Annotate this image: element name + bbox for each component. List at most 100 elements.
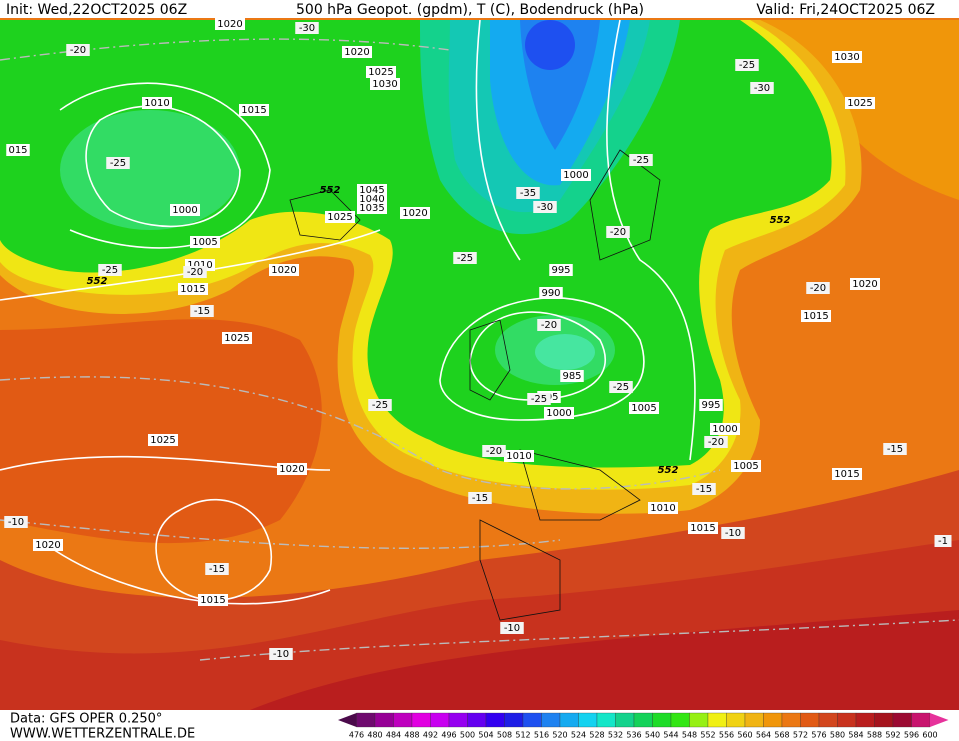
label-box bbox=[215, 18, 245, 30]
label-box bbox=[629, 154, 653, 166]
label-box bbox=[648, 502, 678, 514]
legend-label: 536 bbox=[626, 731, 641, 740]
label-box bbox=[222, 332, 252, 344]
label-box bbox=[560, 370, 584, 382]
isobar-label: 1035 bbox=[359, 203, 384, 214]
legend-swatch bbox=[448, 712, 468, 728]
height-label: 552 bbox=[770, 215, 791, 226]
isobar-label: 1020 bbox=[344, 47, 369, 58]
label-box bbox=[4, 516, 28, 528]
label-box bbox=[142, 97, 172, 109]
label-box bbox=[342, 46, 372, 58]
label-box bbox=[170, 204, 200, 216]
label-box bbox=[806, 282, 830, 294]
label-box bbox=[190, 305, 214, 317]
site-name: WWW.WETTERZENTRALE.DE bbox=[10, 727, 195, 741]
label-box bbox=[527, 393, 551, 405]
legend-swatch bbox=[393, 712, 413, 728]
temperature-label: -35 bbox=[520, 188, 536, 199]
legend-swatch bbox=[837, 712, 857, 728]
label-box bbox=[606, 226, 630, 238]
isobar-label: 990 bbox=[541, 288, 560, 299]
label-box bbox=[33, 539, 63, 551]
isobar-label: 1010 bbox=[650, 503, 675, 514]
legend-swatch bbox=[356, 712, 376, 728]
legend-label: 524 bbox=[571, 731, 586, 740]
label-box bbox=[699, 399, 723, 411]
legend-label: 588 bbox=[867, 731, 882, 740]
legend-swatch bbox=[541, 712, 561, 728]
legend-swatch bbox=[670, 712, 690, 728]
isobar-label: 1000 bbox=[712, 424, 737, 435]
label-box bbox=[704, 436, 728, 448]
label-box bbox=[832, 468, 862, 480]
label-box bbox=[269, 264, 299, 276]
label-box bbox=[533, 201, 557, 213]
label-box bbox=[190, 236, 220, 248]
temperature-label: -10 bbox=[273, 649, 289, 660]
label-box bbox=[549, 264, 573, 276]
height-label: 552 bbox=[320, 185, 341, 196]
label-box bbox=[368, 399, 392, 411]
legend-label: 508 bbox=[497, 731, 512, 740]
legend-label: 596 bbox=[904, 731, 919, 740]
isobar-label: 995 bbox=[701, 400, 720, 411]
isobar-label: 1025 bbox=[368, 67, 393, 78]
legend-label: 516 bbox=[534, 731, 549, 740]
legend-label: 544 bbox=[663, 731, 678, 740]
temperature-label: -25 bbox=[110, 158, 126, 169]
legend-label: 600 bbox=[922, 731, 937, 740]
legend-label: 564 bbox=[756, 731, 771, 740]
map-labels: 1020102010251030101010150151000104510401… bbox=[4, 18, 952, 660]
color-legend: 476 480 484 488 492 496 500 504 508 512 516 520 524 5… bbox=[338, 712, 949, 740]
isobar-label: 1015 bbox=[834, 469, 859, 480]
isobar-label: 1020 bbox=[35, 540, 60, 551]
legend-swatch bbox=[633, 712, 653, 728]
temperature-label: -1 bbox=[938, 536, 948, 547]
legend-swatch bbox=[578, 712, 598, 728]
isobar-label: 1015 bbox=[803, 311, 828, 322]
label-box bbox=[357, 202, 387, 214]
label-box bbox=[544, 407, 574, 419]
temperature-label: -20 bbox=[810, 283, 826, 294]
label-box bbox=[750, 82, 774, 94]
map-title: 500 hPa Geopot. (gpdm), T (C), Bodendruc… bbox=[296, 2, 644, 18]
label-box bbox=[710, 423, 740, 435]
label-box bbox=[106, 157, 130, 169]
isobar-label: 1040 bbox=[359, 194, 384, 205]
legend-label: 504 bbox=[478, 731, 493, 740]
isobar-label: 985 bbox=[562, 371, 581, 382]
label-box bbox=[295, 22, 319, 34]
isobar-label: 995 bbox=[551, 265, 570, 276]
legend-arrow bbox=[338, 713, 357, 727]
label-box bbox=[850, 278, 880, 290]
valid-time: Valid: Fri,24OCT2025 06Z bbox=[756, 2, 935, 18]
data-source: Data: GFS OPER 0.250° bbox=[10, 712, 162, 727]
isobar-label: 1030 bbox=[834, 52, 859, 63]
label-box bbox=[205, 563, 229, 575]
label-box bbox=[504, 450, 534, 462]
height-label: 552 bbox=[87, 276, 108, 287]
legend-swatch bbox=[818, 712, 838, 728]
legend-label: 556 bbox=[719, 731, 734, 740]
temperature-label: -20 bbox=[541, 320, 557, 331]
legend-swatch bbox=[911, 712, 931, 728]
label-box bbox=[561, 169, 591, 181]
temperature-label: -25 bbox=[457, 253, 473, 264]
isobar-label: 015 bbox=[8, 145, 27, 156]
legend-swatch bbox=[467, 712, 487, 728]
isobar-label: 1020 bbox=[852, 279, 877, 290]
temperature-label: -30 bbox=[299, 23, 315, 34]
legend-swatch bbox=[892, 712, 912, 728]
label-box bbox=[66, 44, 90, 56]
label-box bbox=[801, 310, 831, 322]
legend-label: 476 bbox=[349, 731, 364, 740]
map-field bbox=[0, 18, 959, 710]
legend-swatch bbox=[615, 712, 635, 728]
legend-swatch bbox=[763, 712, 783, 728]
temperature-label: -15 bbox=[472, 493, 488, 504]
isobar-label: 1045 bbox=[359, 185, 384, 196]
legend-label: 520 bbox=[552, 731, 567, 740]
label-box bbox=[370, 78, 400, 90]
legend-swatch bbox=[781, 712, 801, 728]
